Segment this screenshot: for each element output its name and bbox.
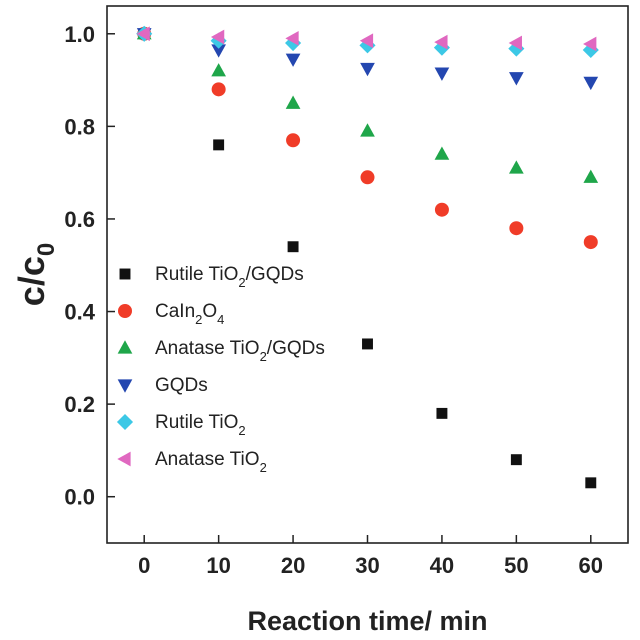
data-point — [434, 146, 450, 160]
data-point — [583, 169, 599, 183]
data-point — [436, 407, 448, 419]
data-point — [362, 338, 373, 350]
y-tick-label: 0.2 — [64, 392, 95, 417]
legend-label: CaIn2O4 — [155, 301, 224, 327]
y-tick-labels: 0.0 0.2 0.4 0.6 0.8 1.0 — [64, 22, 95, 510]
data-point — [510, 454, 522, 466]
data-point — [509, 221, 524, 236]
data-point — [583, 235, 598, 250]
y-tick-label: 0.4 — [64, 300, 95, 325]
legend-label: Rutile TiO2 — [155, 412, 246, 438]
legend-label: GQDs — [155, 375, 208, 396]
plot-frame — [106, 5, 629, 544]
data-point — [434, 67, 450, 81]
y-tick-label: 0.6 — [64, 207, 95, 232]
y-axis-title: c/c0 — [11, 243, 60, 306]
x-tick-label: 60 — [579, 553, 603, 578]
x-tick-label: 10 — [206, 553, 230, 578]
x-tick-label: 50 — [504, 553, 528, 578]
data-point — [583, 36, 597, 52]
legend-marker — [118, 304, 132, 318]
data-point — [210, 29, 225, 45]
x-axis-title: Reaction time/ min — [247, 606, 487, 636]
legend-marker — [117, 340, 133, 354]
y-tick-label: 0.0 — [64, 485, 95, 510]
data-point — [509, 160, 524, 174]
legend-marker — [119, 268, 131, 280]
axis-ticks — [107, 33, 592, 543]
data-point — [211, 63, 226, 77]
data-point — [211, 82, 226, 97]
data-point — [360, 62, 375, 77]
legend-marker — [117, 451, 131, 467]
legend-label: Rutile TiO2/GQDs — [155, 264, 304, 290]
x-tick-label: 20 — [281, 553, 305, 578]
legend-label: Anatase TiO2 — [155, 449, 267, 475]
data-point — [286, 133, 301, 148]
data-markers — [136, 25, 599, 489]
x-tick-label: 30 — [355, 553, 379, 578]
y-tick-label: 1.0 — [64, 22, 95, 47]
data-point — [360, 123, 375, 137]
data-point — [359, 33, 374, 49]
data-point — [509, 72, 524, 86]
data-point — [285, 53, 301, 67]
data-point — [583, 76, 599, 91]
x-tick-labels: 0 10 20 30 40 50 60 — [138, 553, 603, 578]
data-point — [585, 477, 597, 489]
legend-label: Anatase TiO2/GQDs — [155, 338, 325, 364]
y-axis-title-subscript: 0 — [33, 243, 60, 256]
x-tick-label: 0 — [138, 553, 150, 578]
data-point — [213, 139, 225, 151]
legend-marker — [117, 379, 133, 393]
data-point — [360, 170, 375, 185]
data-point — [285, 31, 299, 46]
data-point — [508, 35, 522, 51]
legend: Rutile TiO2/GQDs CaIn2O4 Anatase TiO2/GQDs… — [116, 264, 325, 475]
data-point — [211, 44, 226, 58]
data-point — [285, 95, 301, 109]
legend-marker — [116, 413, 134, 431]
x-tick-label: 40 — [430, 553, 454, 578]
data-point — [287, 241, 299, 253]
y-axis-title-base: c/c — [11, 256, 52, 306]
data-point — [434, 34, 448, 50]
data-point — [434, 202, 449, 217]
y-tick-label: 0.8 — [64, 114, 95, 139]
data-point — [136, 26, 150, 42]
